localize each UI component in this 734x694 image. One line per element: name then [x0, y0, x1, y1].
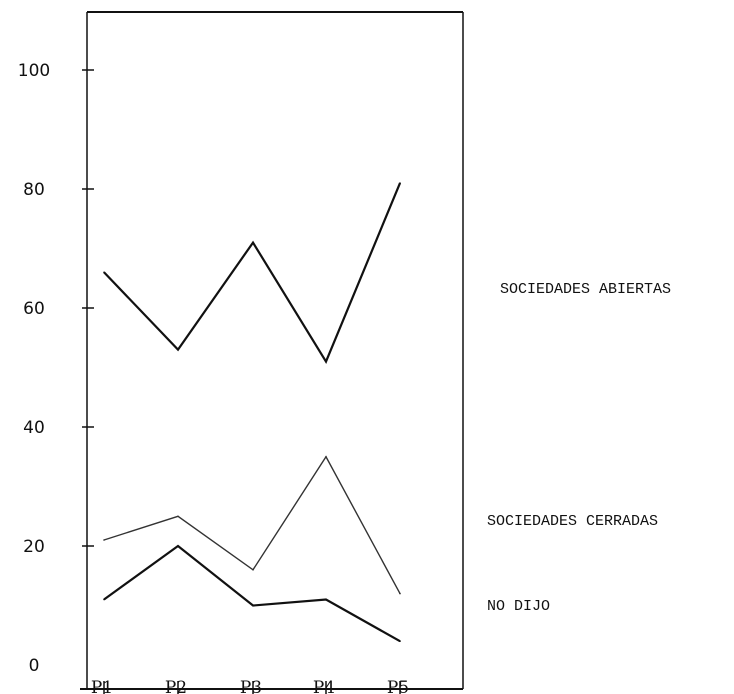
data-point-no-dijo [103, 598, 105, 601]
y-tick-label: 0 [29, 656, 40, 676]
data-point-no-dijo [399, 640, 401, 642]
data-point-no-dijo [177, 545, 179, 547]
series-label: SOCIEDADES ABIERTAS [500, 281, 671, 298]
x-tick-label: P1 [91, 678, 113, 694]
y-tick-label: 80 [23, 180, 45, 200]
series-line-no-dijo [103, 544, 401, 643]
series-labels: SOCIEDADES ABIERTAS SOCIEDADES CERRADAS NO… [487, 281, 671, 615]
x-tick-label: P3 [240, 678, 262, 694]
data-point-no-dijo [325, 598, 327, 601]
data-point-sociedades-abiertas [399, 182, 401, 184]
series-line-sociedades-abiertas [103, 182, 402, 365]
y-tick-label: 20 [23, 537, 45, 557]
y-tick-label: 40 [23, 418, 45, 438]
series-label: NO DIJO [487, 598, 550, 615]
data-point-sociedades-cerradas [177, 515, 179, 518]
plot-frame [80, 11, 464, 690]
data-point-sociedades-cerradas [252, 569, 254, 571]
x-tick-label: P5 [387, 678, 409, 694]
y-tick-label: 60 [23, 299, 45, 319]
x-tick-label: P2 [165, 678, 187, 694]
data-point-sociedades-cerradas [103, 539, 105, 541]
data-point-no-dijo [252, 604, 254, 607]
series-label: SOCIEDADES CERRADAS [487, 513, 658, 530]
data-point-sociedades-abiertas [103, 271, 105, 274]
data-point-sociedades-abiertas [252, 241, 254, 244]
series-lines [103, 182, 402, 643]
y-axis: 0 20 40 60 80 100 [18, 61, 94, 676]
data-point-sociedades-cerradas [399, 592, 401, 595]
y-tick-label: 100 [18, 61, 50, 81]
series-line-sociedades-cerradas [103, 455, 401, 594]
data-point-sociedades-cerradas [325, 456, 327, 458]
data-point-sociedades-abiertas [177, 348, 179, 351]
data-point-sociedades-abiertas [325, 360, 327, 363]
x-axis: P1 P2 P3 P4 P5 [91, 678, 409, 694]
x-tick-label: P4 [313, 678, 335, 694]
